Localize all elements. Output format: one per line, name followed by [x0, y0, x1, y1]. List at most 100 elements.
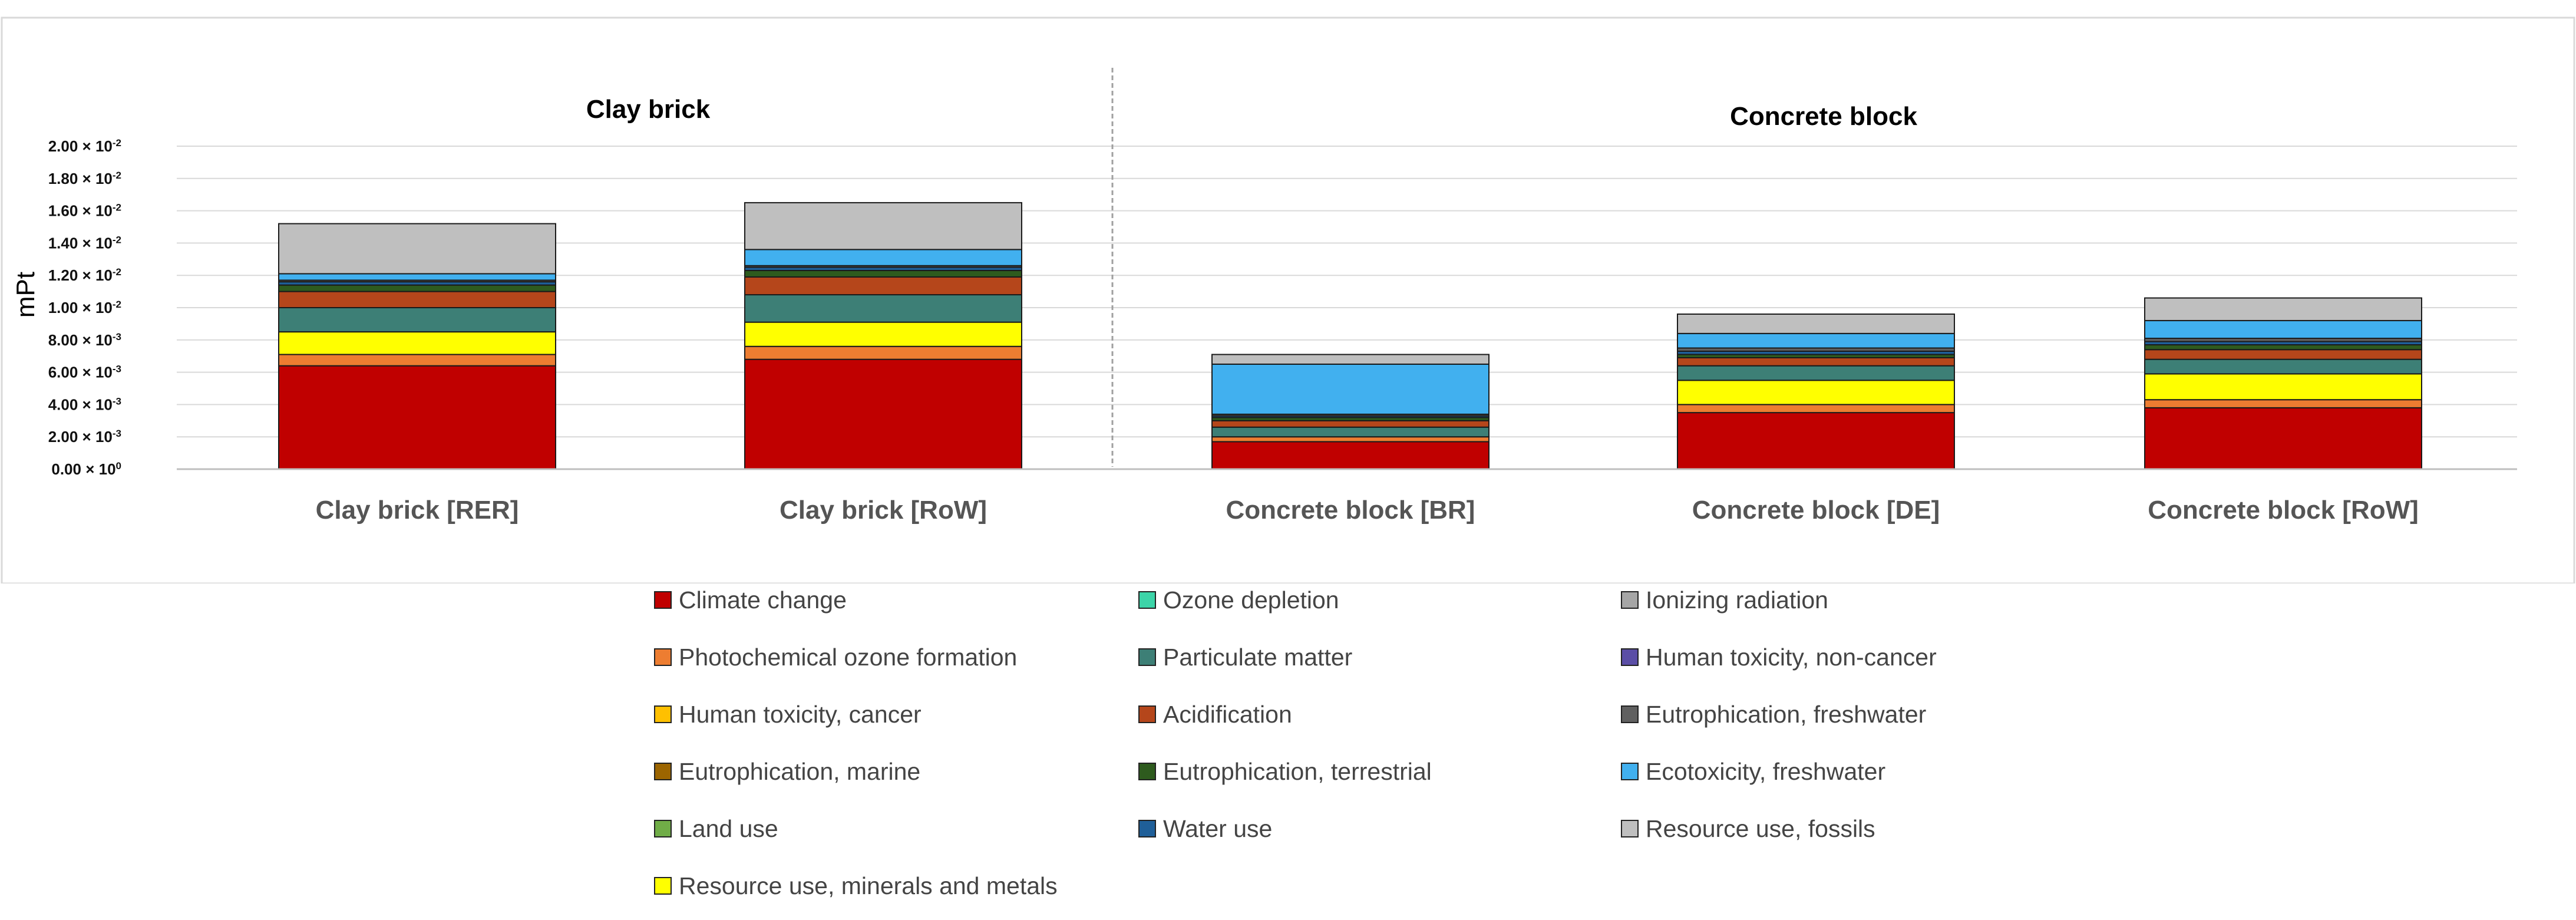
y-axis-label: mPt: [11, 272, 40, 318]
legend-label: Land use: [679, 815, 778, 842]
bar-segment: [744, 321, 1022, 347]
legend-item: Resource use, fossils: [1621, 811, 1875, 846]
bar-segment: [1677, 412, 1955, 470]
legend-item: Water use: [1138, 811, 1272, 846]
bar-segment: [2144, 349, 2422, 360]
legend-label: Photochemical ozone formation: [679, 643, 1018, 671]
bar-segment: [278, 291, 556, 309]
y-tick-label: 1.60 × 10-2: [48, 202, 121, 220]
legend-swatch: [654, 820, 672, 837]
legend-label: Acidification: [1163, 700, 1292, 728]
legend-swatch: [1138, 820, 1156, 837]
legend-swatch: [1621, 763, 1639, 780]
y-tick-label: 8.00 × 10-3: [48, 331, 121, 349]
bar-segment: [744, 269, 1022, 278]
legend-label: Eutrophication, marine: [679, 757, 921, 785]
legend-item: Human toxicity, non-cancer: [1621, 639, 1937, 675]
x-tick-label: Concrete block [RoW]: [2148, 496, 2419, 525]
bar-segment: [278, 223, 556, 275]
legend-swatch: [1138, 705, 1156, 723]
y-tick-label: 2.00 × 10-2: [48, 137, 121, 155]
bar-stack: [1211, 354, 1490, 470]
bar-segment: [278, 307, 556, 333]
legend-label: Resource use, fossils: [1646, 815, 1875, 842]
bar-segment: [278, 284, 556, 292]
legend-swatch: [654, 705, 672, 723]
legend-item: Eutrophication, terrestrial: [1138, 754, 1432, 789]
bar-segment: [744, 202, 1022, 250]
legend-item: Eutrophication, marine: [654, 754, 920, 789]
bar-segment: [1211, 354, 1490, 365]
stacked-bar-chart: 0.00 × 100 2.00 × 10-3 4.00 × 10-3 6.00 × 1…: [1, 17, 2575, 583]
x-tick-label: Concrete block [BR]: [1226, 496, 1475, 525]
bar-stack: [1677, 313, 1955, 470]
bar-segment: [1211, 363, 1490, 415]
bar-segment: [1677, 380, 1955, 405]
bar-segment: [278, 354, 556, 367]
x-tick-label: Concrete block [DE]: [1692, 496, 1940, 525]
legend-label: Climate change: [679, 586, 847, 614]
legend-item: Resource use, minerals and metals: [654, 868, 1058, 903]
bar-segment: [278, 365, 556, 470]
y-tick-label: 4.00 × 10-3: [48, 395, 121, 413]
bar-segment: [1211, 436, 1490, 443]
legend-swatch: [1621, 591, 1639, 609]
bar-segment: [278, 331, 556, 355]
bar-segment: [1677, 313, 1955, 334]
legend-item: Eutrophication, freshwater: [1621, 697, 1926, 732]
legend-item: Ozone depletion: [1138, 582, 1339, 618]
legend-item: Photochemical ozone formation: [654, 639, 1017, 675]
bar-segment: [1677, 365, 1955, 381]
legend-swatch: [654, 877, 672, 895]
legend-swatch: [1138, 763, 1156, 780]
y-tick-label: 1.80 × 10-2: [48, 170, 121, 187]
legend-swatch: [654, 648, 672, 666]
legend-label: Eutrophication, freshwater: [1646, 700, 1927, 728]
bar-stack: [2144, 297, 2422, 470]
bar-stack: [278, 223, 556, 470]
bar-segment: [1677, 404, 1955, 414]
legend-item: Human toxicity, cancer: [654, 697, 922, 732]
legend-label: Eutrophication, terrestrial: [1163, 757, 1432, 785]
y-tick-label: 6.00 × 10-3: [48, 364, 121, 381]
y-tick-label: 1.00 × 10-2: [48, 299, 121, 316]
legend-label: Human toxicity, non-cancer: [1646, 643, 1937, 671]
legend-item: Land use: [654, 811, 778, 846]
bar-segment: [744, 358, 1022, 470]
bar-segment: [1677, 332, 1955, 349]
legend-label: Ecotoxicity, freshwater: [1646, 757, 1886, 785]
legend-item: Acidification: [1138, 697, 1292, 732]
legend-swatch: [1621, 820, 1639, 837]
legend-item: Climate change: [654, 582, 847, 618]
bar-segment: [2144, 399, 2422, 408]
legend-swatch: [1621, 705, 1639, 723]
x-tick-label: Clay brick [RER]: [316, 496, 519, 525]
y-tick-label: 1.40 × 10-2: [48, 234, 121, 252]
chart-border: [1, 17, 2575, 583]
bar-segment: [1211, 441, 1490, 470]
legend-item: Ionizing radiation: [1621, 582, 1828, 618]
bar-segment: [744, 294, 1022, 323]
bar-segment: [1677, 357, 1955, 367]
legend-swatch: [654, 763, 672, 780]
legend-swatch: [654, 591, 672, 609]
y-tick-label: 2.00 × 10-3: [48, 428, 121, 446]
x-tick-label: Clay brick [RoW]: [780, 496, 987, 525]
legend-label: Resource use, minerals and metals: [679, 872, 1058, 899]
legend-swatch: [1138, 648, 1156, 666]
legend-item: Ecotoxicity, freshwater: [1621, 754, 1885, 789]
legend-label: Water use: [1163, 815, 1273, 842]
group-title: Concrete block: [1730, 102, 1917, 131]
legend-swatch: [1138, 591, 1156, 609]
bar-segment: [1211, 420, 1490, 428]
bar-segment: [2144, 344, 2422, 351]
bar-segment: [2144, 373, 2422, 401]
legend-item: Particulate matter: [1138, 639, 1352, 675]
bar-segment: [744, 276, 1022, 296]
bar-segment: [278, 273, 556, 281]
y-tick-label: 0.00 × 100: [51, 460, 121, 478]
bar-segment: [1211, 426, 1490, 438]
bar-segment: [744, 249, 1022, 266]
bar-stack: [744, 202, 1022, 470]
bar-segment: [2144, 407, 2422, 470]
